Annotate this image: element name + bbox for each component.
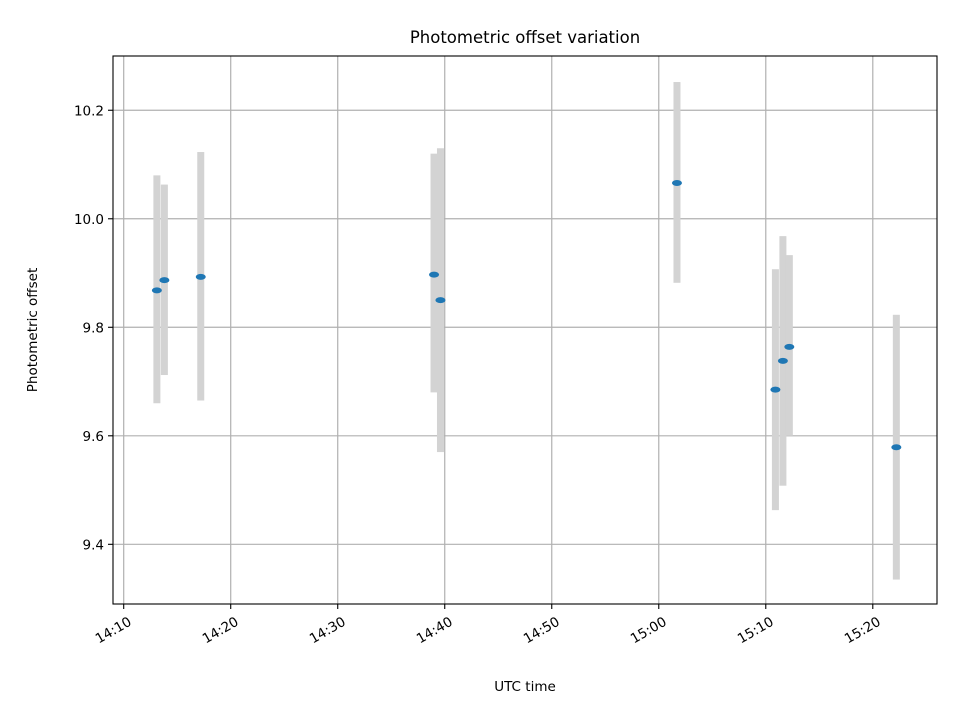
point-layer	[151, 179, 902, 451]
data-point	[671, 179, 682, 186]
x-tick-label: 14:30	[307, 614, 349, 647]
data-point	[435, 297, 446, 304]
y-axis-label: Photometric offset	[25, 268, 41, 392]
x-tick-label: 14:20	[200, 614, 242, 647]
data-point	[195, 273, 206, 280]
x-tick-label: 14:40	[414, 614, 456, 647]
chart-title: Photometric offset variation	[410, 28, 640, 47]
data-point	[151, 287, 162, 294]
tick-layer: 14:10 14:20 14:30 14:40 14:50 15:00 15:10 15:20…	[74, 103, 884, 647]
x-tick-label: 14:10	[93, 614, 135, 647]
data-point	[429, 271, 440, 278]
x-tick-label: 14:50	[521, 614, 563, 647]
y-tick-label: 9.6	[83, 429, 104, 445]
errorbar-layer	[153, 82, 900, 580]
x-axis-label: UTC time	[494, 679, 556, 695]
x-tick-label: 15:00	[628, 614, 670, 647]
y-tick-label: 10.0	[74, 212, 104, 228]
y-tick-label: 9.4	[83, 537, 104, 553]
data-point	[777, 357, 788, 364]
grid-layer	[113, 56, 937, 604]
plot-frame	[112, 55, 938, 605]
x-tick-label: 15:10	[735, 614, 777, 647]
data-point	[784, 343, 795, 350]
y-tick-label: 9.8	[83, 320, 104, 336]
data-point	[159, 277, 170, 284]
data-point	[891, 444, 902, 451]
x-tick-label: 15:20	[842, 614, 884, 647]
y-tick-label: 10.2	[74, 103, 104, 119]
data-point	[770, 386, 781, 393]
